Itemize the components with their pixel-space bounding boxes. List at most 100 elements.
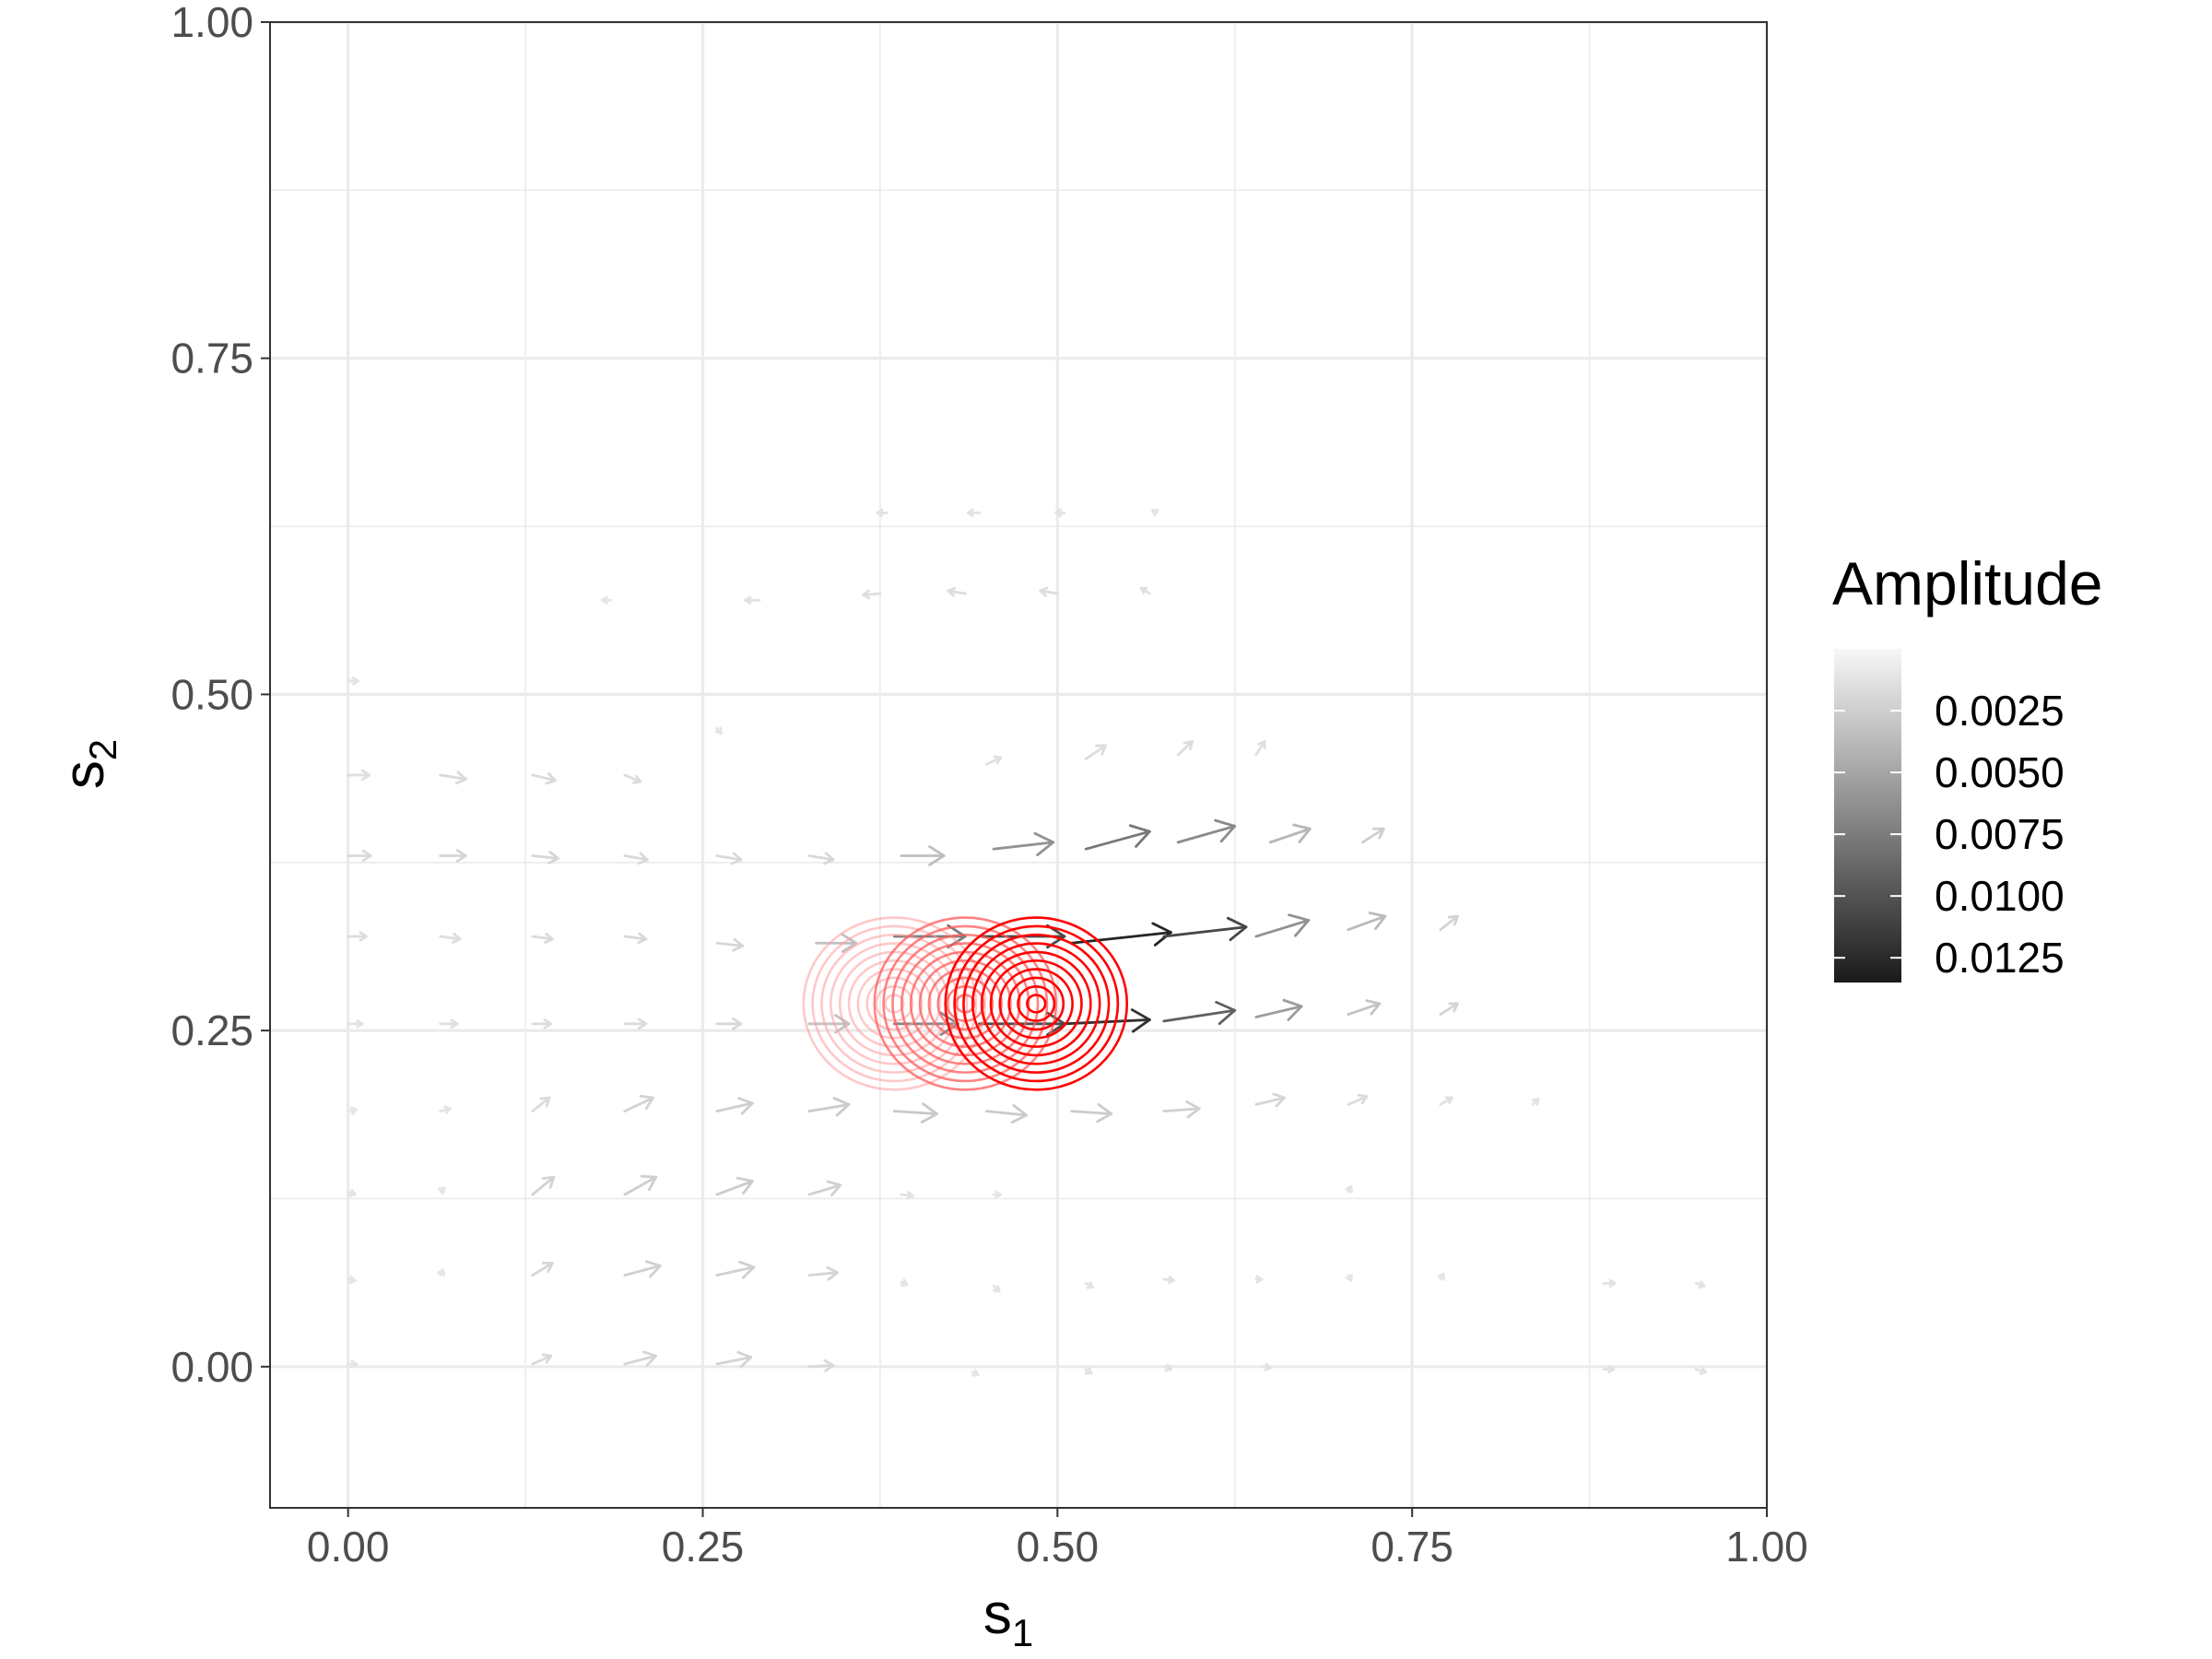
- vector-arrow: [714, 726, 723, 735]
- vector-arrow: [531, 772, 557, 785]
- legend: Amplitude 0.0025 0.0050 0.0075 0.0100 0.0125: [1832, 549, 2103, 982]
- vector-arrow: [1439, 1002, 1459, 1017]
- vector-arrow: [1084, 1281, 1095, 1289]
- vector-arrow: [1162, 1276, 1175, 1285]
- vector-arrow: [715, 1097, 754, 1115]
- vector-arrow: [744, 595, 761, 605]
- contour-line: [909, 950, 1021, 1057]
- contour-line: [989, 959, 1083, 1048]
- vector-arrow: [815, 933, 858, 953]
- vector-arrow: [347, 1275, 357, 1285]
- vector-arrow: [623, 932, 648, 945]
- contour-line: [811, 924, 978, 1083]
- vector-arrow: [1070, 1102, 1113, 1124]
- contour-line: [971, 942, 1101, 1065]
- vector-arrow: [807, 1359, 835, 1372]
- y-tick-label: 1.00: [171, 0, 253, 46]
- contour-line: [980, 950, 1092, 1057]
- vector-arrow: [347, 1188, 357, 1197]
- y-axis: 0.00 0.25 0.50 0.75 1.00: [171, 0, 270, 1391]
- y-tick-label: 0.25: [171, 1006, 253, 1054]
- x-tick-label: 1.00: [1725, 1523, 1808, 1571]
- contour-line: [953, 924, 1120, 1083]
- vector-arrow: [531, 1175, 556, 1196]
- vector-arrow: [900, 1191, 914, 1200]
- vector-arrow: [347, 849, 372, 863]
- vector-arrow: [1139, 586, 1151, 595]
- contour-line: [944, 916, 1129, 1091]
- vector-arrow: [892, 1102, 938, 1124]
- contour-line: [865, 976, 924, 1031]
- vector-arrow: [347, 1359, 359, 1369]
- vector-arrow: [966, 508, 982, 518]
- vector-arrow: [1054, 508, 1066, 518]
- vector-arrow: [1347, 912, 1387, 932]
- contour-line: [1007, 976, 1065, 1031]
- plot-background: [270, 22, 1767, 1508]
- vector-arrow: [1151, 509, 1159, 517]
- plot-panel-border: [269, 21, 1768, 1509]
- x-axis: 0.00 0.25 0.50 0.75 1.00: [307, 1508, 1808, 1571]
- vector-arrow: [1602, 1278, 1617, 1288]
- contour-line: [918, 959, 1012, 1048]
- x-axis-title: s1: [983, 1583, 1033, 1654]
- contour-line: [1017, 984, 1056, 1022]
- vector-arrow: [900, 1278, 909, 1287]
- vector-arrow: [347, 1019, 364, 1029]
- vector-arrow: [531, 932, 554, 944]
- vector-arrow: [439, 1105, 452, 1114]
- contour-line: [856, 968, 933, 1040]
- vector-arrow: [1162, 916, 1248, 942]
- vector-arrow: [862, 589, 882, 600]
- y-axis-title: s2: [53, 739, 124, 789]
- vector-arrow: [807, 1097, 851, 1117]
- contour-line: [847, 959, 941, 1048]
- y-tick-label: 0.00: [171, 1343, 253, 1391]
- contour-line: [998, 968, 1074, 1040]
- vector-arrow: [1084, 824, 1151, 851]
- vector-arrow: [1437, 1272, 1445, 1281]
- vector-arrow: [439, 1018, 459, 1030]
- vector-arrow: [347, 931, 369, 942]
- contour-line: [802, 916, 987, 1091]
- vector-arrow: [992, 1284, 1001, 1293]
- vector-arrow: [600, 595, 612, 605]
- y-axis-title-subscript: 2: [81, 739, 124, 760]
- x-axis-title-main: s: [983, 1583, 1012, 1646]
- vector-arrow: [1176, 818, 1237, 844]
- x-tick-label: 0.00: [307, 1523, 390, 1571]
- legend-title: Amplitude: [1832, 549, 2103, 618]
- vector-arrow: [1254, 998, 1303, 1021]
- vector-arrow: [1162, 1363, 1172, 1372]
- vector-arrow: [1439, 914, 1459, 932]
- vector-arrow: [1268, 823, 1312, 844]
- contour-line: [936, 976, 994, 1031]
- vector-arrow: [1254, 1092, 1287, 1108]
- legend-tick-label: 0.0100: [1935, 872, 2065, 920]
- x-tick-label: 0.75: [1371, 1523, 1453, 1571]
- vector-arrow: [1162, 1100, 1201, 1119]
- contour-line: [900, 942, 1030, 1065]
- vector-arrow: [992, 1190, 1003, 1199]
- vector-arrow: [1254, 740, 1266, 757]
- contour-line: [873, 916, 1058, 1091]
- vector-arrow: [531, 1018, 553, 1030]
- vector-arrow: [1694, 1280, 1706, 1289]
- contour-line: [962, 933, 1111, 1074]
- legend-tick-label: 0.0075: [1935, 810, 2065, 858]
- vector-arrow: [1039, 586, 1059, 597]
- vector-arrow: [807, 852, 835, 865]
- vector-arrow: [1084, 1367, 1093, 1375]
- vector-arrow: [531, 851, 559, 865]
- grid-minor: [270, 22, 1767, 1508]
- vector-arrow: [438, 1186, 446, 1195]
- vector-arrow: [715, 1176, 754, 1196]
- vector-arrow: [347, 769, 371, 782]
- vector-arrow: [531, 1353, 553, 1366]
- vector-arrow: [715, 1260, 756, 1279]
- vector-arrow: [347, 677, 359, 686]
- vector-arrow: [531, 1261, 554, 1277]
- vector-arrow: [1347, 999, 1382, 1017]
- vector-arrow: [715, 937, 744, 952]
- vector-arrow: [1254, 913, 1311, 938]
